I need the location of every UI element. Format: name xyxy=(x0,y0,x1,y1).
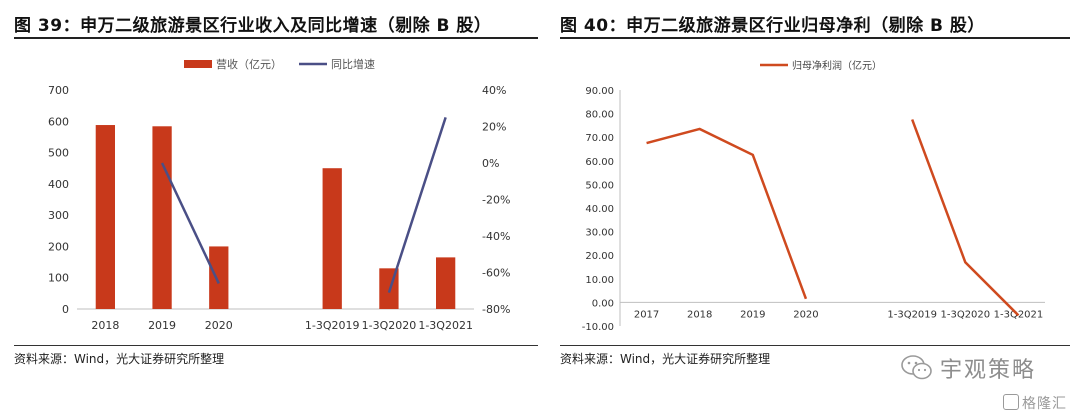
y-tick-label: 100 xyxy=(48,272,69,285)
bar-revenue xyxy=(209,246,229,309)
y2-tick-label: 40% xyxy=(482,84,506,97)
brand-text: 格隆汇 xyxy=(1022,396,1067,412)
y-tick-label: 60.00 xyxy=(585,157,614,168)
x-tick-label: 2018 xyxy=(91,319,119,332)
y2-tick-label: 20% xyxy=(482,121,506,134)
y-tick-label: 600 xyxy=(48,115,69,128)
title-rule xyxy=(14,37,538,39)
y-tick-label: 700 xyxy=(48,84,69,97)
y-tick-label: -10.00 xyxy=(582,322,614,333)
y-tick-label: 10.00 xyxy=(585,275,614,286)
bar-revenue xyxy=(322,168,342,309)
figure-title: 图 39：申万二级旅游景区行业收入及同比增速（剔除 B 股） xyxy=(14,16,492,36)
x-tick-label: 1-3Q2021 xyxy=(418,319,473,332)
legend-label-profit: 归母净利润（亿元） xyxy=(792,59,882,72)
series-line-profit xyxy=(646,127,808,300)
series-line-yoy xyxy=(160,162,220,284)
y2-tick-label: -20% xyxy=(482,194,510,207)
y-tick-label: 300 xyxy=(48,209,69,222)
x-tick-label: 2018 xyxy=(687,309,712,320)
x-tick-label: 1-3Q2019 xyxy=(887,309,937,320)
figure-title: 图 40：申万二级旅游景区行业归母净利（剔除 B 股） xyxy=(560,16,985,36)
brand-mark: 格隆汇 xyxy=(1003,393,1067,413)
y-tick-label: 400 xyxy=(48,178,69,191)
y-tick-label: 70.00 xyxy=(585,133,614,144)
x-tick-label: 1-3Q2020 xyxy=(940,309,990,320)
source-rule xyxy=(560,345,1070,346)
gelonghui-logo-icon xyxy=(1003,394,1019,410)
y-tick-label: 500 xyxy=(48,147,69,160)
net-profit-chart: 归母净利润（亿元） -10.00 0.00 10.00 20.00 30.00 40.00 5… xyxy=(582,59,1045,333)
legend-swatch-revenue xyxy=(184,60,212,68)
y2-tick-label: -80% xyxy=(482,303,510,316)
bar-revenue xyxy=(436,257,456,309)
y-tick-label: 50.00 xyxy=(585,180,614,191)
y2-tick-label: 0% xyxy=(482,157,499,170)
source-note: 资料来源：Wind，光大证券研究所整理 xyxy=(14,352,225,366)
legend-label-revenue: 营收（亿元） xyxy=(216,57,282,71)
watermark-text: 宇观策略 xyxy=(940,358,1037,383)
y-tick-label: 0 xyxy=(62,303,69,316)
wechat-bubble-icon xyxy=(901,355,932,380)
series-line-profit xyxy=(911,119,1020,317)
x-tick-label: 1-3Q2019 xyxy=(305,319,360,332)
y-tick-label: 0.00 xyxy=(592,298,614,309)
revenue-yoy-chart: 营收（亿元） 同比增速 0 100 200 300 400 500 600 700 -80% -60%… xyxy=(48,57,510,332)
series-line-yoy xyxy=(387,116,447,293)
x-tick-label: 2020 xyxy=(205,319,233,332)
source-rule xyxy=(14,345,538,346)
x-tick-label: 2019 xyxy=(740,309,765,320)
y2-tick-label: -40% xyxy=(482,230,510,243)
source-note: 资料来源：Wind，光大证券研究所整理 xyxy=(560,352,771,366)
y-tick-label: 80.00 xyxy=(585,110,614,121)
y-tick-label: 40.00 xyxy=(585,204,614,215)
y-tick-label: 90.00 xyxy=(585,86,614,97)
wechat-watermark: 宇观策略 xyxy=(900,352,1036,384)
legend-label-yoy: 同比增速 xyxy=(331,57,375,71)
bar-revenue xyxy=(152,126,172,309)
y2-tick-label: -60% xyxy=(482,267,510,280)
x-tick-label: 2020 xyxy=(793,309,818,320)
bar-revenue xyxy=(95,125,115,309)
y-tick-label: 200 xyxy=(48,240,69,253)
title-rule xyxy=(560,37,1070,39)
x-tick-label: 1-3Q2020 xyxy=(362,319,417,332)
y-tick-label: 20.00 xyxy=(585,251,614,262)
x-tick-label: 2019 xyxy=(148,319,176,332)
x-tick-label: 2017 xyxy=(634,309,659,320)
y-tick-label: 30.00 xyxy=(585,228,614,239)
